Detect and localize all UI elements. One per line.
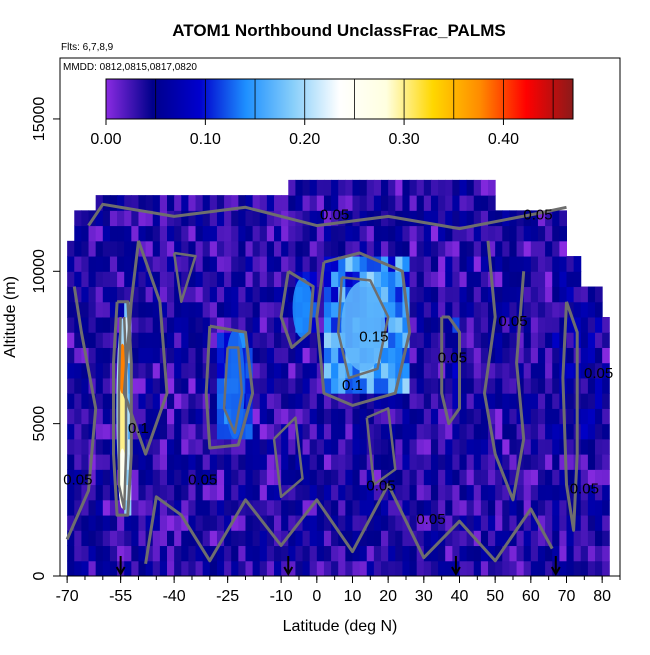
x-tick-label: -10	[270, 588, 293, 605]
x-tick-label: 0	[312, 588, 321, 605]
dates-label: MMDD: 0812,0815,0817,0820	[63, 62, 197, 73]
contour-label: 0.05	[438, 350, 467, 367]
contour-lines	[65, 202, 579, 565]
colorbar-tick-label: 0.20	[289, 131, 320, 148]
plot-frame	[59, 57, 621, 577]
x-tick-label: 30	[415, 588, 433, 605]
y-axis-label: Altitude (m)	[2, 276, 19, 358]
x-tick-label: 20	[379, 588, 397, 605]
x-tick-label: 50	[486, 588, 504, 605]
contour-label: 0.05	[523, 206, 552, 223]
colorbar-tick-label: 0.30	[389, 131, 420, 148]
contour-labels: 0.05 0.05 0.05 0.05 0.05 0.05 0.05 0.05 0.1 0.1 0.…	[63, 206, 613, 528]
flight-marker-arrow	[451, 556, 461, 577]
contour-label: 0.05	[188, 472, 217, 489]
contour-label: 0.05	[63, 472, 92, 489]
x-tick-label: 70	[558, 588, 576, 605]
flight-marker-arrow	[115, 556, 126, 577]
flight-marker-arrow	[283, 556, 294, 577]
contour-label: 0.1	[342, 377, 363, 394]
contour-label: 0.05	[498, 313, 527, 330]
x-axis: -70 -55 -40 -25 -10 0 10 20 30 40 50 60 70 80	[56, 576, 621, 605]
flight-markers	[115, 556, 561, 577]
contour-label: 0.05	[570, 481, 599, 498]
y-tick-label: 0	[31, 571, 48, 580]
contour-label: 0.05	[416, 511, 445, 528]
colorbar-fill	[105, 78, 574, 120]
x-tick-label: 60	[522, 588, 540, 605]
x-tick-label: -40	[163, 588, 186, 605]
flight-marker-arrow	[550, 556, 561, 577]
chart-title: ATOM1 Northbound UnclassFrac_PALMS	[172, 21, 505, 40]
y-tick-label: 15000	[31, 97, 48, 142]
x-axis-label: Latitude (deg N)	[283, 618, 398, 635]
contour-label: 0.15	[359, 328, 388, 345]
contour-label: 0.05	[320, 206, 349, 223]
x-tick-label: 40	[451, 588, 469, 605]
contour-label: 0.05	[584, 365, 613, 382]
contour-label: 0.05	[366, 478, 395, 495]
colorbar-tick-label: 0.10	[190, 131, 221, 148]
colorbar: 0.00 0.10 0.20 0.30 0.40	[90, 78, 574, 148]
x-tick-label: 10	[344, 588, 362, 605]
contour-label: 0.1	[128, 420, 149, 437]
x-tick-label: -55	[109, 588, 132, 605]
colorbar-tick-label: 0.00	[90, 131, 121, 148]
colorbar-ticks: 0.00 0.10 0.20 0.30 0.40	[90, 119, 519, 148]
x-tick-label: -25	[216, 588, 239, 605]
colorbar-tick-label: 0.40	[488, 131, 519, 148]
heatmap-cells	[67, 179, 610, 576]
y-tick-label: 5000	[31, 406, 48, 442]
colorbar-dividers	[155, 79, 554, 119]
y-tick-label: 10000	[31, 249, 48, 294]
y-axis: 0 5000 10000 15000	[31, 97, 60, 580]
flights-label: Flts: 6,7,8,9	[61, 42, 114, 53]
x-tick-label: -70	[56, 588, 79, 605]
x-tick-label: 80	[593, 588, 611, 605]
